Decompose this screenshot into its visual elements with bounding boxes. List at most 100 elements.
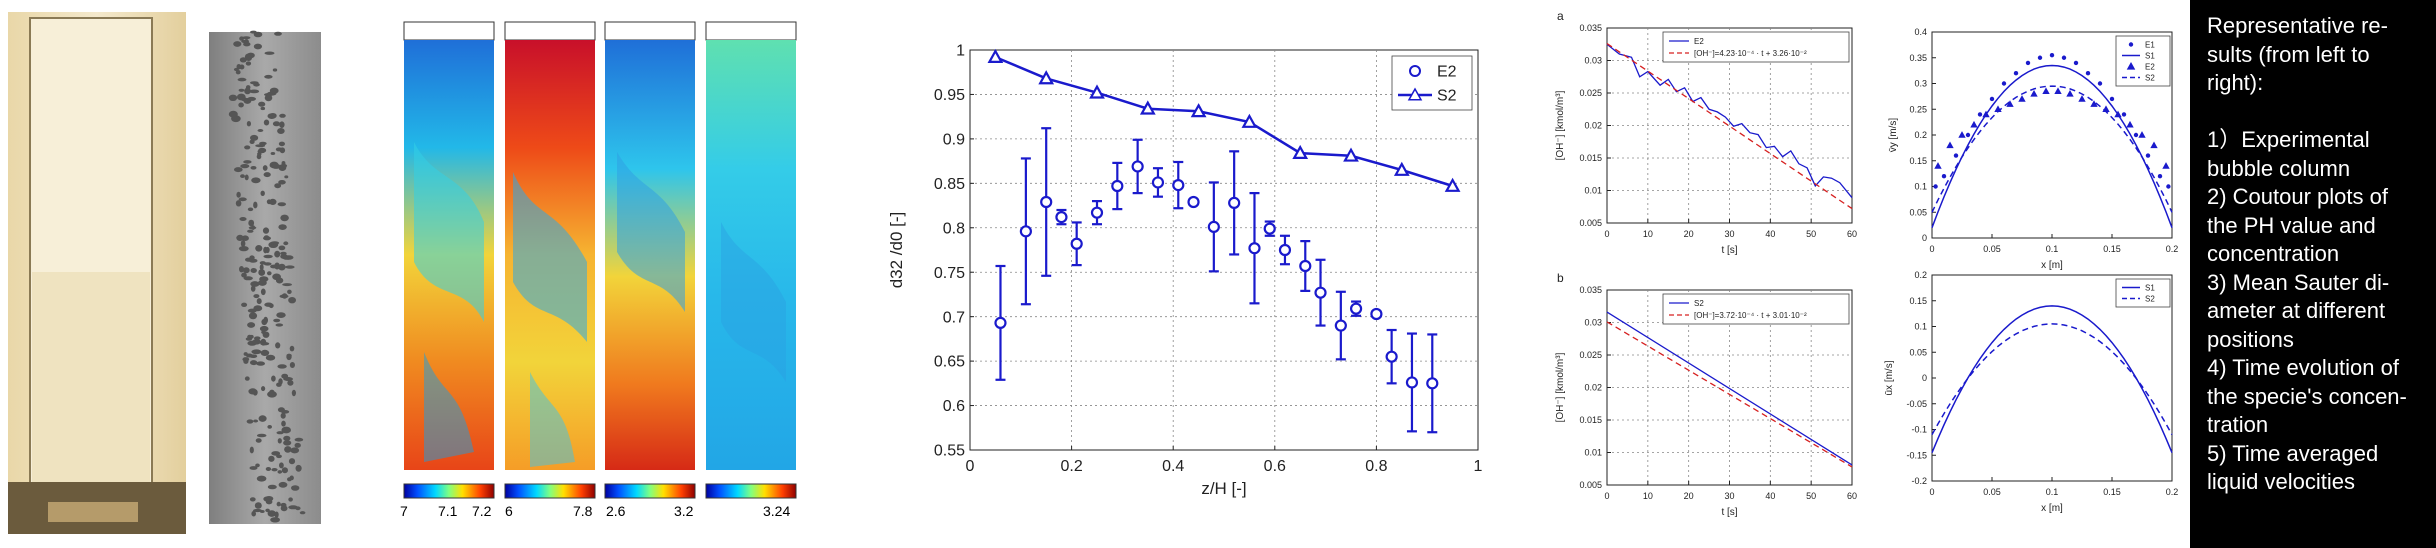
y-tick-label: 0.85 <box>934 176 965 193</box>
x-tick-label: 0.2 <box>1060 458 1082 475</box>
data-point <box>1965 132 1971 138</box>
data-point <box>1444 177 1461 192</box>
data-point <box>1299 259 1312 273</box>
colorbar-2-tick-1: 6 <box>505 503 513 519</box>
x-tick-label: 0.8 <box>1365 458 1387 475</box>
x-tick-label: 10 <box>1643 491 1653 501</box>
data-point <box>1055 211 1068 224</box>
colorbar-1-tick-3: 7.2 <box>472 503 492 519</box>
y-tick-label: 0.005 <box>1579 480 1602 490</box>
legend-label: E2 <box>2145 62 2155 71</box>
data-point <box>1426 377 1439 390</box>
legend-label: S2 <box>2145 294 2155 303</box>
y-axis-label: [OH⁻] [kmol/m³] <box>1555 90 1566 160</box>
y-tick-label: 0.1 <box>1914 182 1927 192</box>
x-tick-label: 50 <box>1806 491 1816 501</box>
data-point <box>2162 162 2170 169</box>
colorbar-3 <box>604 483 696 499</box>
y-tick-label: 0.05 <box>1909 207 1927 217</box>
data-point <box>1292 144 1309 160</box>
x-axis-label: x [m] <box>2041 260 2063 271</box>
data-point <box>2133 132 2139 138</box>
data-point <box>2126 120 2134 128</box>
data-point <box>1089 84 1105 99</box>
series-line <box>1931 64 2173 228</box>
data-point <box>1187 195 1200 209</box>
data-point <box>1241 113 1258 128</box>
horizontal-velocity-chart: 0 0.05 0.1 0.15 0.2 -0.2 -0.15 -0.1 -0.05 0 0.05 0.… <box>1884 270 2179 514</box>
x-tick-label: 50 <box>1806 229 1816 239</box>
x-tick-label: 0.2 <box>2166 487 2179 497</box>
x-tick-label: 0.15 <box>2103 487 2121 497</box>
x-tick-label: 0.4 <box>1162 458 1184 475</box>
data-point <box>1989 96 1995 102</box>
data-point <box>994 316 1007 329</box>
data-point <box>1314 286 1327 299</box>
data-point <box>1385 350 1398 363</box>
y-tick-label: 0.75 <box>934 265 965 282</box>
y-tick-label: 0.7 <box>943 309 965 326</box>
data-point <box>1941 174 1947 179</box>
x-tick-label: 0 <box>1604 491 1609 501</box>
series-line <box>1931 85 2173 213</box>
x-tick-label: 30 <box>1724 491 1734 501</box>
y-tick-label: 0.65 <box>934 354 965 371</box>
y-tick-label: 0.035 <box>1579 285 1602 295</box>
colorbar-2 <box>504 483 596 499</box>
legend-label: E2 <box>1437 64 1457 81</box>
x-tick-label: 20 <box>1684 491 1694 501</box>
x-tick-label: 20 <box>1684 229 1694 239</box>
y-tick-label: 0.35 <box>1909 53 1927 63</box>
contour-plot-1 <box>403 21 495 470</box>
data-point <box>2025 60 2031 66</box>
x-tick-label: 10 <box>1643 229 1653 239</box>
data-point <box>2090 100 2098 107</box>
data-point <box>1090 206 1104 219</box>
data-point <box>1139 100 1156 115</box>
data-point <box>1190 103 1207 118</box>
data-point <box>1040 195 1053 209</box>
data-point <box>2109 96 2115 102</box>
colorbar-3-tick-1: 2.6 <box>606 503 626 519</box>
data-point <box>1405 376 1419 389</box>
x-axis-label: z/H [-] <box>1201 479 1246 498</box>
y-tick-label: 0.3 <box>1914 79 1927 89</box>
data-point <box>1207 220 1220 233</box>
x-tick-label: 0 <box>1604 229 1609 239</box>
data-point <box>2066 89 2074 97</box>
y-axis-label: [OH⁻] [kmol/m³] <box>1555 352 1566 422</box>
x-tick-label: 60 <box>1847 229 1857 239</box>
data-point <box>2018 95 2026 102</box>
data-point <box>1933 184 1938 189</box>
legend-label: S2 <box>1694 299 1704 308</box>
bubble-column-photo <box>8 12 186 534</box>
y-tick-label: 0.1 <box>1914 322 1927 332</box>
sauter-diameter-chart: 0 0.2 0.4 0.6 0.8 1 0.55 0.6 0.65 0.7 0.75 0.8 0.85 0… <box>887 43 1483 498</box>
x-tick-label: 0 <box>966 458 975 475</box>
contour-plot-4 <box>705 21 797 470</box>
data-point <box>1111 179 1124 193</box>
bubble-plume-photo <box>209 30 321 524</box>
data-point <box>1946 141 1954 149</box>
y-tick-label: 0.6 <box>943 398 965 415</box>
data-point <box>1370 307 1383 321</box>
legend-marker <box>2126 61 2136 70</box>
y-tick-label: 0.95 <box>934 87 965 104</box>
data-point <box>1131 160 1144 173</box>
x-tick-label: 0.1 <box>2046 487 2059 497</box>
data-point <box>2042 87 2050 95</box>
y-tick-label: 0.4 <box>1914 27 1927 37</box>
y-tick-label: 0.025 <box>1579 350 1602 360</box>
x-tick-label: 1 <box>1474 458 1483 475</box>
legend-box <box>1662 293 1850 325</box>
data-point <box>1343 147 1359 162</box>
series-line <box>1931 305 2173 453</box>
y-tick-label: -0.2 <box>1911 476 1927 486</box>
data-point <box>1934 162 1942 169</box>
y-tick-label: 0.03 <box>1584 318 1602 328</box>
y-tick-label: 0.02 <box>1584 383 1602 393</box>
panel-label: b <box>1557 271 1564 285</box>
legend-marker <box>1409 65 1421 77</box>
y-tick-label: 0.015 <box>1579 415 1602 425</box>
y-tick-label: 0.02 <box>1584 121 1602 131</box>
